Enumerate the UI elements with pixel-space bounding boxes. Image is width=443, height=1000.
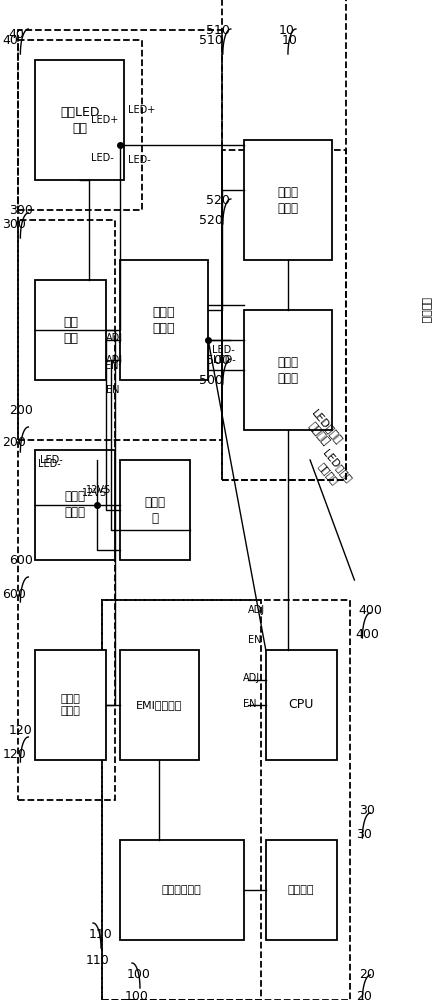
Text: 300: 300 — [2, 219, 26, 232]
Text: 520: 520 — [206, 194, 230, 207]
Text: 滤波整流模块: 滤波整流模块 — [162, 885, 202, 895]
Text: ADJ: ADJ — [243, 673, 260, 683]
Text: LED背光源
驱动装置: LED背光源 驱动装置 — [312, 448, 354, 492]
Bar — [102, 600, 350, 1000]
Bar — [18, 40, 142, 210]
Bar — [35, 60, 124, 180]
Text: 过压保
护单元: 过压保 护单元 — [277, 186, 299, 215]
Text: LED-: LED- — [91, 153, 113, 163]
Text: 20: 20 — [356, 990, 372, 1000]
Bar — [244, 310, 332, 430]
Text: LED+: LED+ — [91, 115, 118, 125]
Text: 500: 500 — [206, 354, 230, 366]
Text: LED-: LED- — [38, 459, 60, 469]
Bar — [266, 840, 337, 940]
Text: LED-: LED- — [128, 155, 151, 165]
Text: 110: 110 — [86, 954, 110, 966]
Text: 12VS: 12VS — [86, 485, 112, 495]
Bar — [102, 600, 261, 1000]
Text: 输出
模块: 输出 模块 — [63, 316, 78, 344]
Text: ADJ: ADJ — [248, 605, 265, 615]
Text: 120: 120 — [9, 724, 33, 736]
Text: EMI滤波电路: EMI滤波电路 — [136, 700, 183, 710]
Text: 整流滤
波电路: 整流滤 波电路 — [61, 694, 81, 716]
Text: 300: 300 — [9, 204, 33, 217]
Text: 120: 120 — [2, 748, 26, 762]
Text: 40: 40 — [9, 28, 25, 41]
Text: 变压控
制模块: 变压控 制模块 — [65, 490, 86, 520]
Text: 背光LED
灯串: 背光LED 灯串 — [60, 106, 100, 135]
Bar — [244, 140, 332, 260]
Text: 保护模块: 保护模块 — [420, 297, 430, 323]
Text: 200: 200 — [2, 436, 26, 448]
Bar — [120, 840, 244, 940]
Bar — [35, 650, 106, 760]
Text: 12VS: 12VS — [82, 488, 107, 498]
Text: 510: 510 — [206, 23, 230, 36]
Text: 20: 20 — [359, 968, 375, 982]
Bar — [18, 220, 115, 800]
Bar — [120, 260, 208, 380]
Text: 短路保
护单元: 短路保 护单元 — [277, 356, 299, 385]
Text: LED-: LED- — [212, 345, 234, 355]
Text: EN: EN — [106, 385, 120, 395]
Text: 600: 600 — [9, 554, 33, 566]
Bar — [18, 30, 222, 440]
Text: 500: 500 — [199, 373, 223, 386]
Text: ADJ: ADJ — [106, 355, 124, 365]
Text: 100: 100 — [126, 968, 150, 982]
Text: LED+: LED+ — [128, 105, 156, 115]
Text: LED-: LED- — [213, 355, 235, 365]
Bar — [35, 280, 106, 380]
Text: 600: 600 — [2, 588, 26, 601]
Text: 背光控
制模块: 背光控 制模块 — [153, 306, 175, 335]
Text: 400: 400 — [356, 628, 380, 641]
Text: 30: 30 — [356, 828, 372, 840]
Bar — [120, 460, 190, 560]
Text: 200: 200 — [9, 403, 33, 416]
Text: EN: EN — [248, 635, 261, 645]
Text: 输入接口: 输入接口 — [288, 885, 315, 895]
Text: 400: 400 — [359, 603, 383, 616]
Text: LED-: LED- — [40, 455, 62, 465]
Text: EN: EN — [105, 361, 119, 371]
Bar — [35, 450, 115, 560]
Text: EN: EN — [243, 699, 256, 709]
Text: 10: 10 — [282, 33, 298, 46]
Text: 510: 510 — [199, 33, 223, 46]
Text: LED背光源
驱动装置: LED背光源 驱动装置 — [301, 407, 345, 453]
Text: CPU: CPU — [288, 698, 314, 712]
Bar — [266, 650, 337, 760]
Text: 40: 40 — [2, 33, 18, 46]
Bar — [222, 0, 346, 480]
Text: 520: 520 — [199, 214, 223, 227]
Bar — [120, 650, 199, 760]
Text: ADJ: ADJ — [105, 333, 123, 343]
Text: 100: 100 — [125, 990, 149, 1000]
Text: 30: 30 — [359, 804, 375, 816]
Bar — [222, 150, 346, 480]
Text: 反馈模
块: 反馈模 块 — [144, 495, 166, 524]
Text: 10: 10 — [279, 23, 295, 36]
Text: 110: 110 — [89, 928, 113, 942]
